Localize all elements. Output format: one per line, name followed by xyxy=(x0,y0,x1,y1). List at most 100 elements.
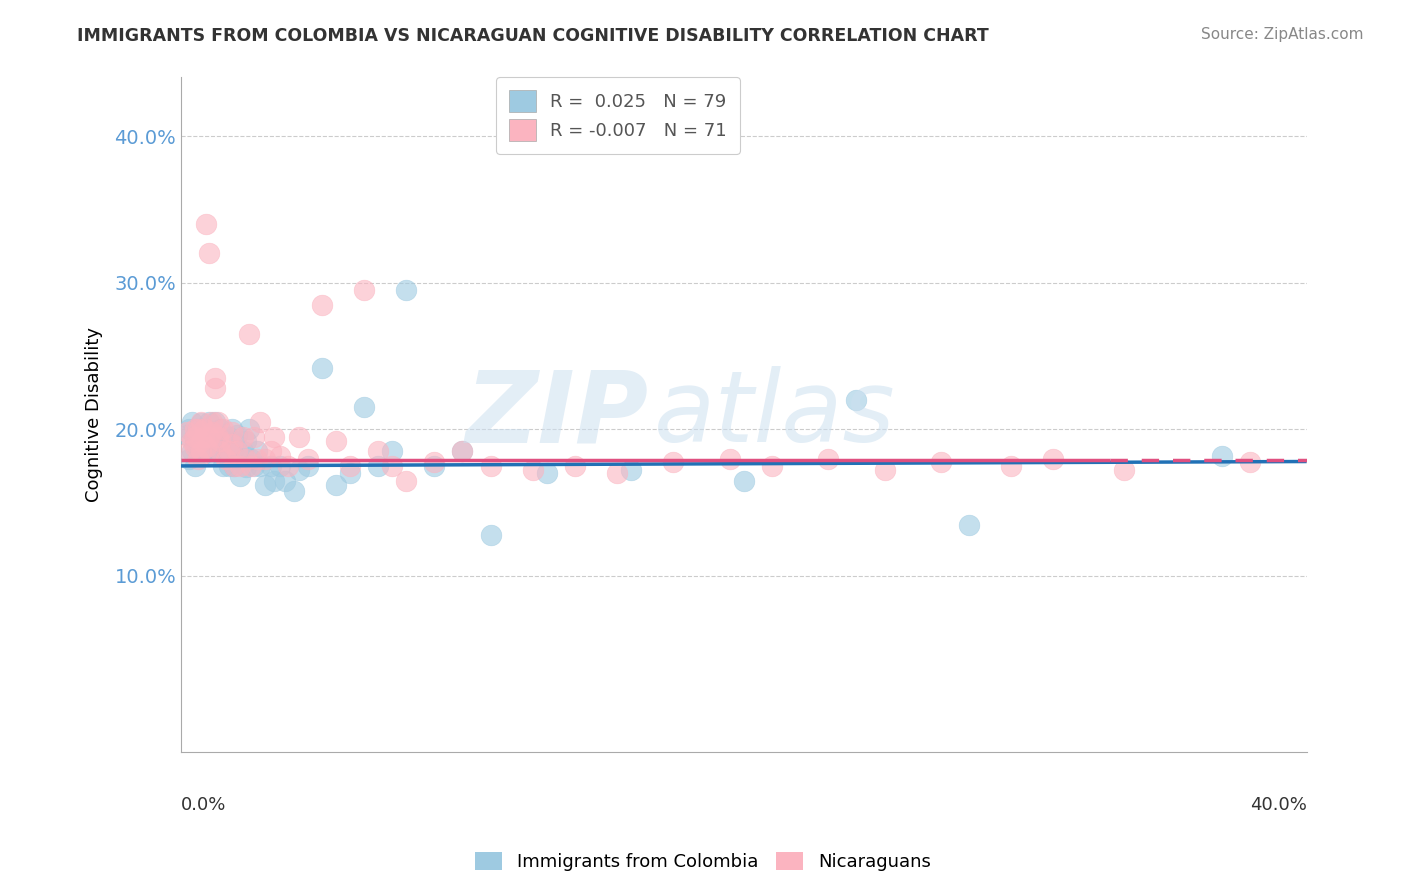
Point xyxy=(207,437,229,451)
Point xyxy=(232,444,254,458)
Point xyxy=(1239,454,1261,468)
Point xyxy=(353,401,375,415)
Legend: Immigrants from Colombia, Nicaraguans: Immigrants from Colombia, Nicaraguans xyxy=(468,845,938,879)
Point xyxy=(873,463,896,477)
Point xyxy=(235,451,257,466)
Point xyxy=(187,422,209,436)
Point xyxy=(451,444,474,458)
Point xyxy=(718,451,741,466)
Point xyxy=(381,458,404,473)
Point xyxy=(190,417,212,431)
Point xyxy=(254,478,277,492)
Point xyxy=(367,444,389,458)
Point xyxy=(263,474,285,488)
Point xyxy=(221,437,243,451)
Point xyxy=(201,440,224,454)
Point xyxy=(193,422,215,436)
Point xyxy=(187,451,209,466)
Point xyxy=(845,392,868,407)
Point xyxy=(195,422,218,436)
Point xyxy=(218,444,240,458)
Point xyxy=(184,429,207,443)
Point xyxy=(198,429,221,443)
Point xyxy=(243,429,266,443)
Point xyxy=(201,429,224,443)
Point xyxy=(193,444,215,458)
Point xyxy=(339,467,361,481)
Point xyxy=(260,444,283,458)
Point xyxy=(204,415,226,429)
Point xyxy=(283,483,305,498)
Point xyxy=(238,326,260,341)
Point xyxy=(193,429,215,443)
Point xyxy=(179,422,201,436)
Point xyxy=(957,517,980,532)
Point xyxy=(288,429,311,443)
Point xyxy=(181,444,204,458)
Point xyxy=(274,474,297,488)
Point xyxy=(662,454,685,468)
Point xyxy=(1112,463,1135,477)
Point xyxy=(209,434,232,448)
Point xyxy=(187,429,209,443)
Point xyxy=(240,458,263,473)
Point xyxy=(184,422,207,436)
Point xyxy=(204,434,226,448)
Point xyxy=(353,283,375,297)
Point xyxy=(224,434,246,448)
Text: 40.0%: 40.0% xyxy=(1250,796,1306,814)
Point xyxy=(221,422,243,436)
Text: ZIP: ZIP xyxy=(465,366,648,463)
Point xyxy=(226,444,249,458)
Point xyxy=(229,458,252,473)
Point xyxy=(190,426,212,441)
Point xyxy=(215,434,238,448)
Point xyxy=(193,422,215,436)
Point xyxy=(190,415,212,429)
Point xyxy=(209,429,232,443)
Text: IMMIGRANTS FROM COLOMBIA VS NICARAGUAN COGNITIVE DISABILITY CORRELATION CHART: IMMIGRANTS FROM COLOMBIA VS NICARAGUAN C… xyxy=(77,27,988,45)
Text: atlas: atlas xyxy=(654,366,896,463)
Text: Source: ZipAtlas.com: Source: ZipAtlas.com xyxy=(1201,27,1364,42)
Point xyxy=(240,451,263,466)
Point xyxy=(198,444,221,458)
Point xyxy=(215,451,238,466)
Point xyxy=(221,444,243,458)
Point xyxy=(277,458,299,473)
Point xyxy=(297,458,319,473)
Point xyxy=(817,451,839,466)
Point xyxy=(235,434,257,448)
Y-axis label: Cognitive Disability: Cognitive Disability xyxy=(86,327,103,502)
Point xyxy=(212,422,235,436)
Point xyxy=(204,449,226,463)
Point xyxy=(423,458,446,473)
Point xyxy=(193,429,215,443)
Point xyxy=(246,451,269,466)
Point xyxy=(195,217,218,231)
Point xyxy=(260,458,283,473)
Point xyxy=(187,422,209,436)
Point xyxy=(235,460,257,475)
Point xyxy=(269,458,291,473)
Point xyxy=(263,429,285,443)
Point xyxy=(179,444,201,458)
Point xyxy=(249,415,271,429)
Point xyxy=(761,458,783,473)
Point xyxy=(201,415,224,429)
Point xyxy=(204,381,226,395)
Point xyxy=(232,429,254,443)
Point xyxy=(176,428,198,442)
Point xyxy=(184,458,207,473)
Point xyxy=(564,458,586,473)
Point xyxy=(209,422,232,436)
Point xyxy=(254,451,277,466)
Point xyxy=(181,434,204,448)
Point xyxy=(1042,451,1064,466)
Point xyxy=(218,429,240,443)
Point xyxy=(606,467,628,481)
Point xyxy=(479,528,502,542)
Point xyxy=(218,458,240,473)
Point xyxy=(226,444,249,458)
Point xyxy=(198,434,221,448)
Point xyxy=(1211,449,1233,463)
